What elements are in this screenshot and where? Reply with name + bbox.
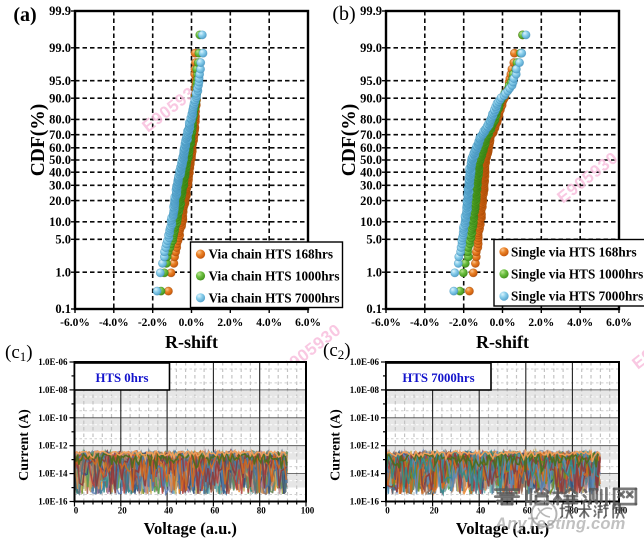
svg-text:-6.0%: -6.0% — [60, 317, 90, 329]
svg-text:CDF(%): CDF(%) — [28, 104, 49, 177]
svg-text:20.0: 20.0 — [360, 194, 382, 208]
svg-text:70.0: 70.0 — [49, 128, 71, 142]
svg-text:0: 0 — [74, 506, 79, 516]
svg-text:4.0%: 4.0% — [567, 317, 593, 329]
svg-text:Via chain HTS 168hrs: Via chain HTS 168hrs — [209, 247, 333, 262]
svg-text:1.0E-10: 1.0E-10 — [38, 413, 68, 423]
svg-text:0.1: 0.1 — [366, 302, 382, 316]
svg-text:-2.0%: -2.0% — [449, 317, 479, 329]
svg-text:(c1): (c1) — [5, 342, 33, 364]
svg-text:30.0: 30.0 — [49, 179, 71, 193]
svg-text:60.0: 60.0 — [360, 141, 382, 155]
svg-text:5.0: 5.0 — [366, 233, 382, 247]
svg-text:10.0: 10.0 — [360, 215, 382, 229]
svg-text:60.0: 60.0 — [49, 141, 71, 155]
svg-text:40: 40 — [164, 506, 174, 516]
svg-text:2.0%: 2.0% — [528, 317, 554, 329]
svg-text:HTS 7000hrs: HTS 7000hrs — [402, 371, 474, 385]
svg-text:Current (A): Current (A) — [17, 409, 32, 481]
svg-text:0.0%: 0.0% — [179, 317, 205, 329]
svg-text:99.0: 99.0 — [49, 41, 71, 55]
svg-text:100: 100 — [301, 506, 315, 516]
svg-text:Voltage (a.u.): Voltage (a.u.) — [456, 519, 549, 538]
svg-text:40: 40 — [476, 506, 486, 516]
svg-text:Via chain HTS 7000hrs: Via chain HTS 7000hrs — [209, 290, 340, 305]
svg-text:(a): (a) — [13, 4, 36, 26]
svg-text:1.0E-12: 1.0E-12 — [350, 441, 380, 451]
svg-text:HTS 0hrs: HTS 0hrs — [96, 371, 149, 385]
svg-text:(c2): (c2) — [323, 340, 351, 362]
svg-text:1.0E-14: 1.0E-14 — [350, 469, 380, 479]
svg-text:6.0%: 6.0% — [295, 317, 321, 329]
svg-text:1.0E-16: 1.0E-16 — [38, 497, 68, 507]
svg-text:80: 80 — [569, 506, 579, 516]
svg-text:90.0: 90.0 — [360, 91, 382, 105]
svg-text:20: 20 — [118, 506, 128, 516]
svg-text:-4.0%: -4.0% — [99, 317, 129, 329]
svg-text:40.0: 40.0 — [49, 165, 71, 179]
svg-text:(b): (b) — [332, 3, 355, 25]
svg-text:40.0: 40.0 — [360, 165, 382, 179]
svg-text:1.0E-12: 1.0E-12 — [38, 441, 68, 451]
svg-text:1.0: 1.0 — [366, 265, 382, 279]
svg-text:R-shift: R-shift — [165, 332, 218, 352]
svg-text:5.0: 5.0 — [55, 233, 71, 247]
svg-text:4.0%: 4.0% — [256, 317, 282, 329]
svg-text:1.0E-06: 1.0E-06 — [350, 357, 380, 367]
svg-text:Current (A): Current (A) — [329, 409, 344, 481]
svg-text:99.9: 99.9 — [360, 4, 382, 18]
svg-text:50.0: 50.0 — [360, 153, 382, 167]
svg-text:99.0: 99.0 — [360, 41, 382, 55]
svg-text:R-shift: R-shift — [476, 332, 529, 352]
svg-text:0: 0 — [385, 506, 390, 516]
svg-text:Via chain HTS 1000hrs: Via chain HTS 1000hrs — [209, 269, 340, 284]
svg-text:99.9: 99.9 — [49, 4, 71, 18]
svg-text:60: 60 — [210, 506, 220, 516]
svg-text:90.0: 90.0 — [49, 91, 71, 105]
svg-text:20: 20 — [430, 506, 440, 516]
svg-text:CDF(%): CDF(%) — [339, 104, 360, 177]
svg-text:1.0E-08: 1.0E-08 — [350, 385, 380, 395]
svg-text:1.0E-08: 1.0E-08 — [38, 385, 68, 395]
svg-text:70.0: 70.0 — [360, 128, 382, 142]
svg-text:30.0: 30.0 — [360, 179, 382, 193]
svg-text:1.0E-06: 1.0E-06 — [38, 357, 68, 367]
svg-text:AnyTesting.com: AnyTesting.com — [494, 515, 626, 533]
svg-text:1.0E-14: 1.0E-14 — [38, 469, 68, 479]
svg-text:80.0: 80.0 — [49, 113, 71, 127]
svg-text:-4.0%: -4.0% — [410, 317, 440, 329]
svg-text:Voltage (a.u.): Voltage (a.u.) — [144, 519, 237, 538]
svg-text:95.0: 95.0 — [360, 74, 382, 88]
svg-text:2.0%: 2.0% — [217, 317, 243, 329]
svg-text:60: 60 — [523, 506, 533, 516]
svg-text:1.0: 1.0 — [55, 265, 71, 279]
svg-text:95.0: 95.0 — [49, 74, 71, 88]
svg-text:80: 80 — [257, 506, 267, 516]
svg-text:10.0: 10.0 — [49, 215, 71, 229]
svg-text:6.0%: 6.0% — [606, 317, 632, 329]
svg-text:0.0%: 0.0% — [490, 317, 516, 329]
svg-text:-6.0%: -6.0% — [371, 317, 401, 329]
svg-text:-2.0%: -2.0% — [138, 317, 168, 329]
svg-text:1.0E-10: 1.0E-10 — [350, 413, 380, 423]
svg-text:Single via HTS 168hrs: Single via HTS 168hrs — [511, 244, 637, 259]
svg-text:Single via HTS 7000hrs: Single via HTS 7000hrs — [511, 289, 643, 304]
svg-text:0.1: 0.1 — [55, 302, 71, 316]
svg-text:20.0: 20.0 — [49, 194, 71, 208]
svg-text:80.0: 80.0 — [360, 113, 382, 127]
svg-text:Single via HTS 1000hrs: Single via HTS 1000hrs — [511, 267, 643, 282]
svg-text:1.0E-16: 1.0E-16 — [350, 497, 380, 507]
svg-text:50.0: 50.0 — [49, 153, 71, 167]
